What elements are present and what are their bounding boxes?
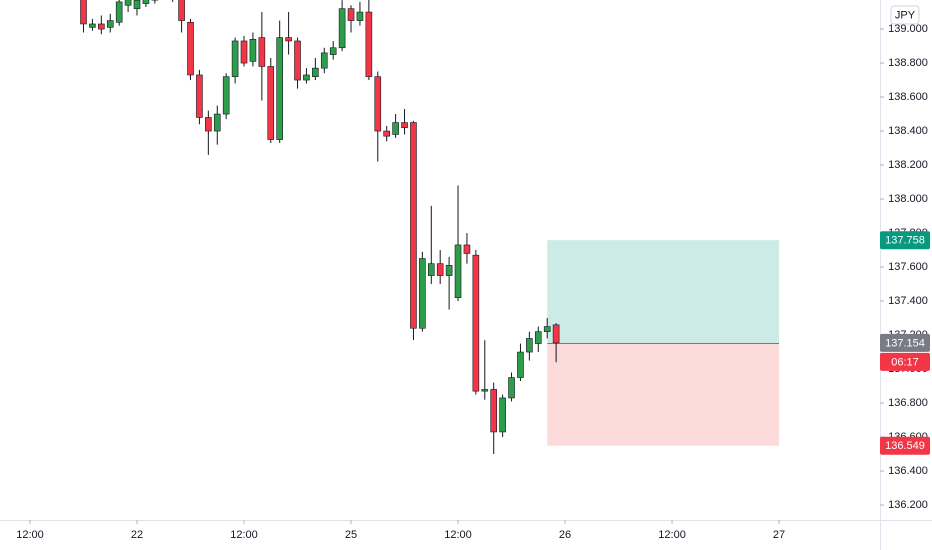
candle-body bbox=[312, 67, 319, 77]
candle-body bbox=[89, 23, 96, 28]
countdown-bg bbox=[880, 352, 930, 371]
candle-body bbox=[231, 40, 239, 77]
y-tick-label: 138.200 bbox=[888, 159, 928, 171]
x-tick-label: 27 bbox=[773, 529, 785, 541]
candle-body bbox=[552, 324, 560, 344]
candle-body bbox=[436, 263, 444, 276]
candle-body bbox=[98, 23, 105, 30]
candle-body bbox=[80, 0, 87, 25]
candle-body bbox=[205, 117, 212, 132]
stop-zone bbox=[547, 343, 780, 446]
candle-body bbox=[187, 21, 194, 76]
candle-body bbox=[338, 8, 346, 49]
candle-body bbox=[499, 397, 506, 433]
candle-body bbox=[543, 326, 551, 332]
candle-body bbox=[410, 122, 417, 329]
candle-body bbox=[517, 351, 524, 378]
candle-body bbox=[401, 122, 408, 128]
candle-body bbox=[365, 11, 373, 77]
candle-body bbox=[222, 76, 230, 115]
candle-body bbox=[356, 11, 364, 21]
x-tick-label: 25 bbox=[345, 529, 357, 541]
candle-body bbox=[106, 20, 114, 28]
candle-body bbox=[294, 40, 301, 81]
candle-body bbox=[383, 130, 390, 137]
candle-body bbox=[463, 244, 471, 254]
candle-body bbox=[445, 265, 453, 276]
candle-body bbox=[347, 8, 355, 21]
candle-body bbox=[142, 0, 150, 4]
candle-body bbox=[374, 76, 382, 132]
y-tick-label: 136.800 bbox=[888, 397, 928, 409]
candle-body bbox=[276, 37, 283, 140]
x-tick-label: 12:00 bbox=[444, 529, 472, 541]
target-zone bbox=[547, 240, 780, 344]
candle-body bbox=[392, 122, 399, 135]
axes: 136.200136.400136.600136.800137.000137.2… bbox=[16, 23, 930, 541]
candle-body bbox=[526, 338, 533, 353]
x-tick-label: 12:00 bbox=[658, 529, 686, 541]
candle-body bbox=[303, 74, 310, 81]
candle-body bbox=[213, 113, 221, 132]
last-price-label: 137.154 bbox=[885, 337, 925, 349]
y-tick-label: 137.600 bbox=[888, 261, 928, 273]
currency-button[interactable] bbox=[890, 5, 920, 25]
x-tick-label: 12:00 bbox=[16, 529, 44, 541]
candle-body bbox=[285, 37, 292, 42]
last-price-label-bg bbox=[880, 333, 930, 352]
candle-body bbox=[196, 74, 203, 118]
candle-body bbox=[178, 0, 185, 21]
target-price-label-bg bbox=[880, 231, 930, 250]
x-tick-label: 22 bbox=[131, 529, 143, 541]
y-tick-label: 138.600 bbox=[888, 91, 928, 103]
x-tick-label: 26 bbox=[559, 529, 571, 541]
plot-area bbox=[80, 0, 780, 455]
candle-body bbox=[320, 52, 328, 69]
countdown: 06:17 bbox=[891, 356, 919, 368]
candle-body bbox=[240, 40, 248, 64]
candle-body bbox=[419, 258, 426, 329]
x-tick-label: 12:00 bbox=[230, 529, 258, 541]
y-tick-label: 138.400 bbox=[888, 125, 928, 137]
y-tick-label: 138.800 bbox=[888, 57, 928, 69]
y-tick-label: 136.200 bbox=[888, 499, 928, 511]
candle-body bbox=[115, 1, 123, 23]
stop-price-label: 136.549 bbox=[885, 440, 925, 452]
candle-body bbox=[454, 244, 462, 298]
candle-body bbox=[490, 389, 498, 433]
candle-body bbox=[534, 331, 542, 344]
stop-price-label-bg bbox=[880, 436, 930, 455]
target-price-label: 137.758 bbox=[885, 235, 925, 247]
candle-body bbox=[249, 38, 257, 62]
candle-body bbox=[481, 389, 489, 392]
y-tick-label: 137.400 bbox=[888, 295, 928, 307]
candle-body bbox=[258, 37, 266, 67]
candle-body bbox=[508, 377, 515, 399]
candle-body bbox=[472, 254, 480, 392]
y-tick-label: 138.000 bbox=[888, 193, 928, 205]
y-tick-label: 139.000 bbox=[888, 23, 928, 35]
y-tick-label: 136.400 bbox=[888, 465, 928, 477]
candle-body bbox=[427, 263, 435, 276]
candle-body bbox=[329, 47, 337, 55]
candle-body bbox=[124, 0, 132, 6]
candle-body bbox=[133, 0, 141, 9]
candle-body bbox=[267, 66, 275, 140]
currency-label[interactable]: JPY bbox=[895, 9, 916, 21]
